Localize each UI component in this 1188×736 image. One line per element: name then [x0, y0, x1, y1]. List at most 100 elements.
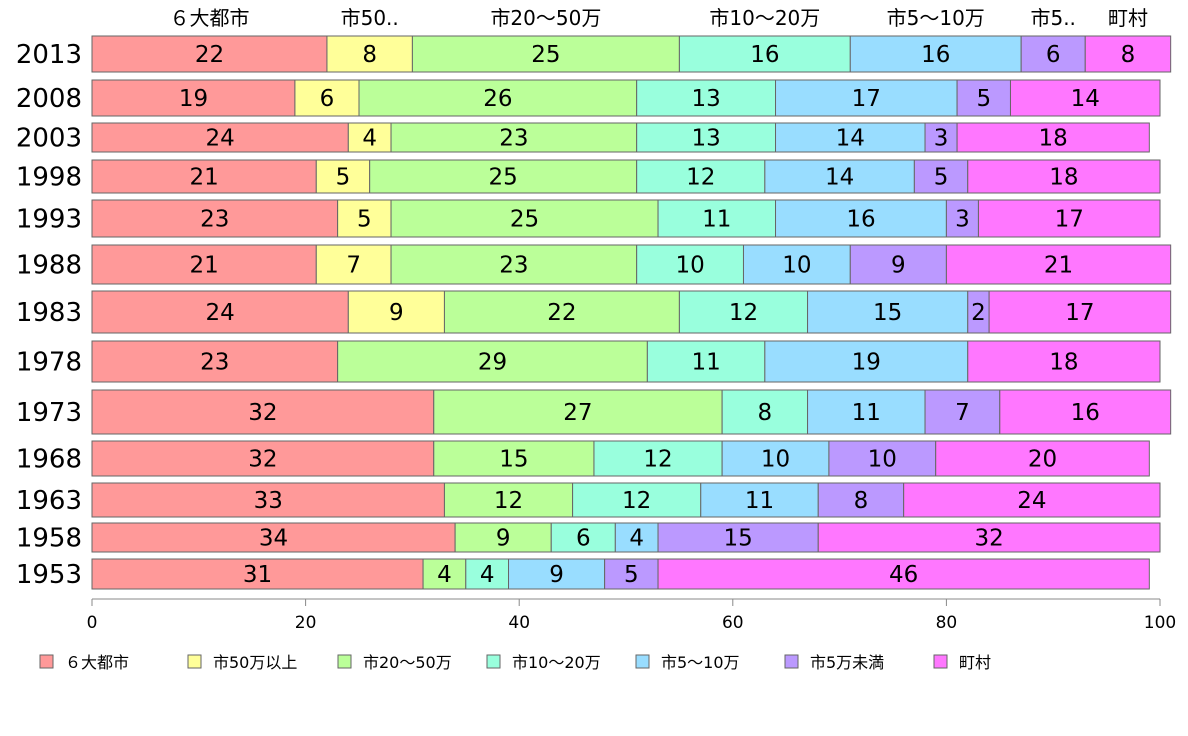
- data-label: 11: [691, 350, 720, 376]
- legend-swatch: [486, 654, 501, 669]
- bar-segment: [91, 522, 456, 553]
- legend-label: ６大都市: [65, 653, 129, 672]
- bar-segment: [924, 389, 1001, 435]
- bar-segment: [454, 522, 552, 553]
- bar-segment: [91, 79, 296, 117]
- data-label: 6: [576, 526, 591, 552]
- bar-segment: [1009, 79, 1161, 117]
- bar-segment: [326, 35, 413, 73]
- data-label: 4: [629, 526, 644, 552]
- data-label: 16: [1071, 400, 1100, 426]
- bar-segment: [337, 340, 648, 383]
- bar-segment: [91, 440, 435, 477]
- data-label: 17: [852, 86, 881, 112]
- data-label: 10: [761, 447, 790, 473]
- year-tick-label: 1963: [16, 486, 82, 516]
- year-tick-label: 1968: [16, 445, 82, 475]
- legend-swatch: [337, 654, 352, 669]
- data-label: 5: [624, 562, 639, 588]
- bar-segment: [967, 159, 1161, 194]
- data-label: 23: [499, 126, 528, 152]
- year-tick-label: 2008: [16, 84, 82, 114]
- data-label: 3: [955, 207, 970, 233]
- data-label: 24: [1017, 488, 1046, 514]
- data-label: 9: [496, 526, 511, 552]
- data-label: 33: [254, 488, 283, 514]
- bar-segment: [91, 558, 424, 590]
- bar-segment: [678, 290, 809, 334]
- bar-segment: [443, 482, 574, 518]
- data-label: 15: [499, 447, 528, 473]
- bar-segment: [817, 522, 1161, 553]
- bar-segment: [91, 35, 328, 73]
- bar-segment: [721, 389, 809, 435]
- bar-segment: [999, 389, 1172, 435]
- data-label: 12: [643, 447, 672, 473]
- data-label: 10: [675, 253, 704, 279]
- year-tick-label: 1983: [16, 298, 82, 328]
- data-label: 46: [889, 562, 918, 588]
- bar-segment: [807, 389, 926, 435]
- data-label: 15: [723, 526, 752, 552]
- bar-segment: [657, 558, 1150, 590]
- bar-segment: [411, 35, 680, 73]
- data-label: 21: [1044, 253, 1073, 279]
- legend-swatch: [933, 654, 948, 669]
- bar-segment: [390, 199, 659, 238]
- x-tick-label: 0: [87, 613, 98, 633]
- bar-segment: [977, 199, 1161, 238]
- bar-segment: [91, 290, 349, 334]
- bar-segment: [1084, 35, 1172, 73]
- bar-segment: [945, 199, 979, 238]
- data-label: 16: [846, 207, 875, 233]
- data-label: 4: [437, 562, 452, 588]
- data-label: 16: [750, 42, 779, 68]
- data-label: 19: [179, 86, 208, 112]
- top-category-label: 市50..: [341, 6, 399, 30]
- data-label: 2: [971, 300, 986, 326]
- bar-segment: [508, 558, 606, 590]
- data-label: 3: [934, 126, 949, 152]
- data-label: 27: [563, 400, 592, 426]
- data-label: 19: [852, 350, 881, 376]
- bar-segment: [636, 159, 766, 194]
- legend-swatch: [784, 654, 799, 669]
- data-label: 17: [1065, 300, 1094, 326]
- top-category-label: 市5..: [1030, 6, 1075, 30]
- bar-segment: [315, 159, 371, 194]
- bar-segment: [956, 122, 1150, 153]
- legend-label: 市10～20万: [512, 653, 601, 672]
- data-label: 15: [873, 300, 902, 326]
- data-label: 31: [243, 562, 272, 588]
- bar-segment: [91, 159, 317, 194]
- legend-swatch: [635, 654, 650, 669]
- data-label: 5: [934, 165, 949, 191]
- data-label: 24: [206, 300, 235, 326]
- legend-label: 市5万未満: [810, 653, 884, 672]
- data-label: 18: [1049, 165, 1078, 191]
- bar-segment: [91, 340, 339, 383]
- data-label: 7: [955, 400, 970, 426]
- data-label: 9: [549, 562, 564, 588]
- data-label: 34: [259, 526, 288, 552]
- bar-segment: [358, 79, 638, 117]
- data-label: 10: [868, 447, 897, 473]
- data-label: 9: [891, 253, 906, 279]
- bar-segment: [91, 244, 317, 285]
- bar-segment: [657, 522, 819, 553]
- data-label: 11: [745, 488, 774, 514]
- data-label: 6: [1046, 42, 1061, 68]
- data-label: 6: [320, 86, 335, 112]
- bar-segment: [572, 482, 702, 518]
- data-label: 12: [686, 165, 715, 191]
- data-label: 11: [702, 207, 731, 233]
- data-label: 21: [189, 165, 218, 191]
- data-label: 4: [362, 126, 377, 152]
- bar-segment: [775, 79, 958, 117]
- year-labels: 2013 2008 2003 1998 1993 1988 1983 1978 1973 1968…: [16, 40, 82, 590]
- data-label: 7: [346, 253, 361, 279]
- top-category-label: 市10～20万: [709, 6, 820, 30]
- x-tick-label: 40: [508, 613, 530, 633]
